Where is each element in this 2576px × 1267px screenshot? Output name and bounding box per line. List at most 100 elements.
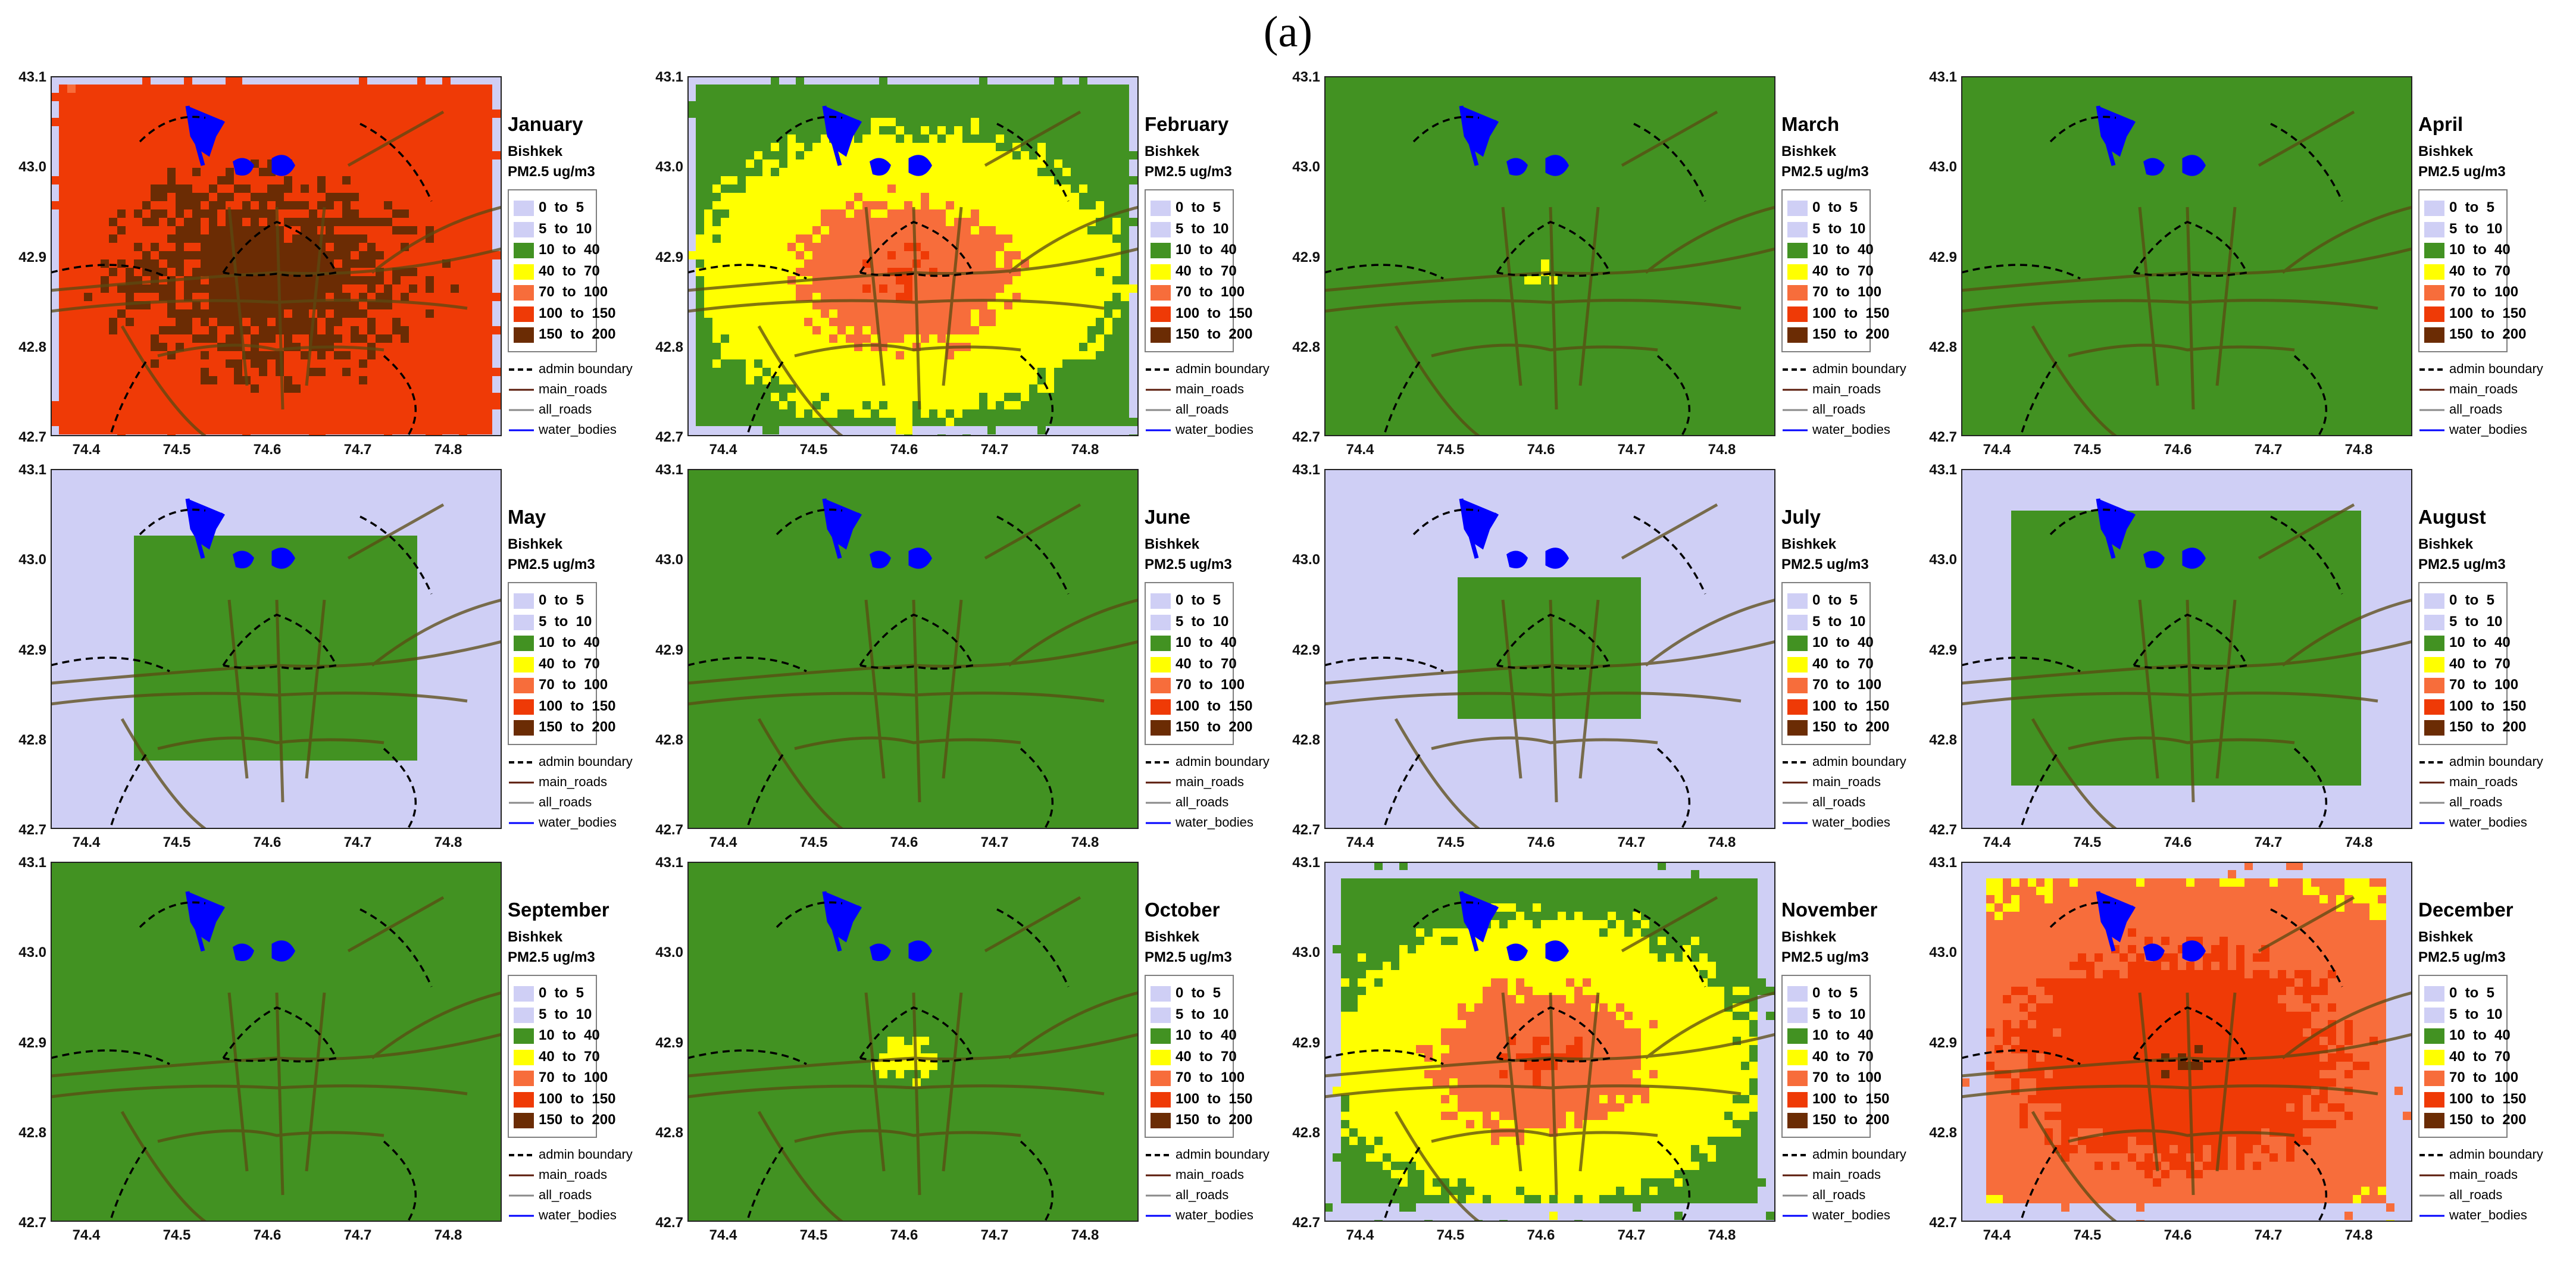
legend-swatch — [1151, 221, 1171, 237]
line-legend-label: all_roads — [539, 1187, 592, 1203]
main-roads — [687, 110, 1139, 436]
legend-label: 100 to 150 — [539, 305, 615, 322]
legend-label: 150 to 200 — [1812, 326, 1889, 343]
legend-entry: 100 to 150 — [1787, 305, 1889, 323]
legend-entry: 40 to 70 — [2424, 1048, 2511, 1066]
line-legend-sample — [1783, 368, 1808, 371]
line-legend: admin boundary main_roads all_roads water_b… — [508, 1146, 639, 1224]
x-tick-label: 74.6 — [880, 834, 928, 851]
line-legend-sample — [2419, 368, 2444, 371]
line-legend-label: all_roads — [1176, 1187, 1228, 1203]
legend-label: 5 to 10 — [2449, 614, 2502, 630]
x-tick-label: 74.6 — [1517, 834, 1565, 851]
class-legend: 0 to 5 5 to 10 10 to 40 40 to 70 70 to 100 10… — [508, 975, 615, 1138]
x-tick-label: 74.6 — [2154, 1227, 2202, 1244]
legend-entry: 70 to 100 — [514, 283, 608, 301]
legend-entry: 0 to 5 — [514, 984, 594, 1002]
y-tick-label: 43.1 — [1274, 855, 1320, 871]
legend-swatch — [1151, 264, 1171, 280]
line-legend-sample — [1146, 802, 1171, 804]
legend-swatch — [514, 1113, 534, 1128]
y-tick-label: 43.0 — [1274, 159, 1320, 176]
legend-label: 0 to 5 — [1176, 985, 1221, 1002]
line-legend-sample — [509, 429, 534, 431]
legend-swatch — [1787, 720, 1808, 736]
legend-swatch — [1151, 285, 1171, 301]
line-legend-label: admin boundary — [1176, 754, 1270, 769]
line-legend-sample — [2419, 802, 2444, 804]
line-legend-label: main_roads — [2449, 1167, 2518, 1182]
line-legend-label: admin boundary — [1176, 1147, 1270, 1162]
admin-boundary — [51, 508, 433, 829]
legend-swatch — [1787, 614, 1808, 630]
y-tick-label: 43.1 — [0, 462, 46, 478]
y-tick-label: 42.7 — [0, 822, 46, 839]
line-legend-sample — [509, 802, 534, 804]
class-legend: 0 to 5 5 to 10 10 to 40 40 to 70 70 to 100 10… — [508, 582, 615, 745]
x-tick-label: 74.6 — [243, 834, 291, 851]
admin-boundary — [51, 901, 433, 1222]
line-legend-label: main_roads — [1176, 1167, 1244, 1182]
legend-entry: 10 to 40 — [514, 241, 600, 259]
line-legend-sample — [1146, 1154, 1171, 1156]
line-legend-label: all_roads — [2449, 794, 2502, 810]
water-bodies — [822, 891, 932, 962]
line-legend-entry: admin boundary — [1145, 361, 1276, 378]
legend-label: 150 to 200 — [2449, 719, 2526, 736]
line-legend-entry: admin boundary — [1145, 1146, 1276, 1164]
line-legend-entry: all_roads — [508, 1187, 639, 1205]
line-legend-entry: main_roads — [1781, 1166, 1912, 1184]
map-canvas — [51, 469, 502, 829]
pm25-grid-map — [687, 469, 1139, 829]
main-roads — [1324, 896, 1775, 1222]
x-tick-label: 74.7 — [971, 1227, 1018, 1244]
line-legend-entry: all_roads — [2418, 1187, 2549, 1205]
panel-variable: PM2.5 ug/m3 — [2418, 949, 2506, 966]
legend-label: 150 to 200 — [1176, 1112, 1252, 1128]
y-tick-label: 43.0 — [637, 552, 683, 568]
line-legend-entry: admin boundary — [1781, 1146, 1912, 1164]
pm25-grid-map — [1324, 76, 1775, 436]
x-tick-label: 74.4 — [699, 442, 747, 458]
main-roads — [51, 896, 502, 1222]
legend-label: 5 to 10 — [1176, 221, 1228, 237]
panel-variable: PM2.5 ug/m3 — [1781, 949, 1869, 966]
line-legend-label: admin boundary — [539, 1147, 633, 1162]
panel-variable: PM2.5 ug/m3 — [2418, 164, 2506, 180]
line-legend-entry: admin boundary — [508, 361, 639, 378]
legend-label: 40 to 70 — [539, 1049, 600, 1065]
line-legend-entry: water_bodies — [1781, 421, 1912, 439]
x-tick-label: 74.8 — [424, 1227, 472, 1244]
legend-swatch — [2424, 678, 2444, 693]
legend-entry: 5 to 10 — [1787, 1006, 1868, 1024]
x-tick-label: 74.4 — [1973, 834, 2021, 851]
map-panel-january: 43.1 43.0 42.9 42.8 42.7 74.4 74.5 74.6 74.7 74.8… — [0, 69, 639, 469]
legend-entry: 40 to 70 — [1787, 262, 1874, 280]
map-canvas — [51, 862, 502, 1222]
legend-label: 150 to 200 — [539, 719, 615, 736]
legend-swatch — [514, 1091, 534, 1108]
map-panel-march: 43.1 43.0 42.9 42.8 42.7 74.4 74.5 74.6 74.7 74.8… — [1274, 69, 1912, 469]
legend-swatch — [514, 264, 534, 280]
legend-label: 100 to 150 — [2449, 698, 2526, 715]
legend-label: 40 to 70 — [2449, 656, 2511, 672]
y-tick-label: 43.0 — [0, 552, 46, 568]
legend-label: 40 to 70 — [1812, 263, 1874, 280]
x-tick-label: 74.8 — [1698, 442, 1746, 458]
pm25-grid-map — [687, 76, 1139, 436]
legend-label: 70 to 100 — [2449, 284, 2518, 301]
line-legend-sample — [509, 1194, 534, 1197]
legend-swatch — [1787, 699, 1808, 715]
legend-swatch — [1787, 1007, 1808, 1023]
x-tick-label: 74.7 — [2244, 1227, 2292, 1244]
legend-entry: 100 to 150 — [514, 697, 615, 715]
pm25-grid-map — [1324, 469, 1775, 829]
legend-entry: 10 to 40 — [1787, 1027, 1874, 1044]
class-legend: 0 to 5 5 to 10 10 to 40 40 to 70 70 to 100 10… — [1145, 975, 1252, 1138]
legend-swatch — [514, 699, 534, 715]
panel-variable: PM2.5 ug/m3 — [508, 949, 595, 966]
y-tick-label: 43.0 — [1274, 944, 1320, 961]
y-tick-label: 42.7 — [637, 1215, 683, 1231]
line-legend-sample — [1146, 368, 1171, 371]
map-panel-november: 43.1 43.0 42.9 42.8 42.7 74.4 74.5 74.6 74.7 74.8… — [1274, 855, 1912, 1255]
